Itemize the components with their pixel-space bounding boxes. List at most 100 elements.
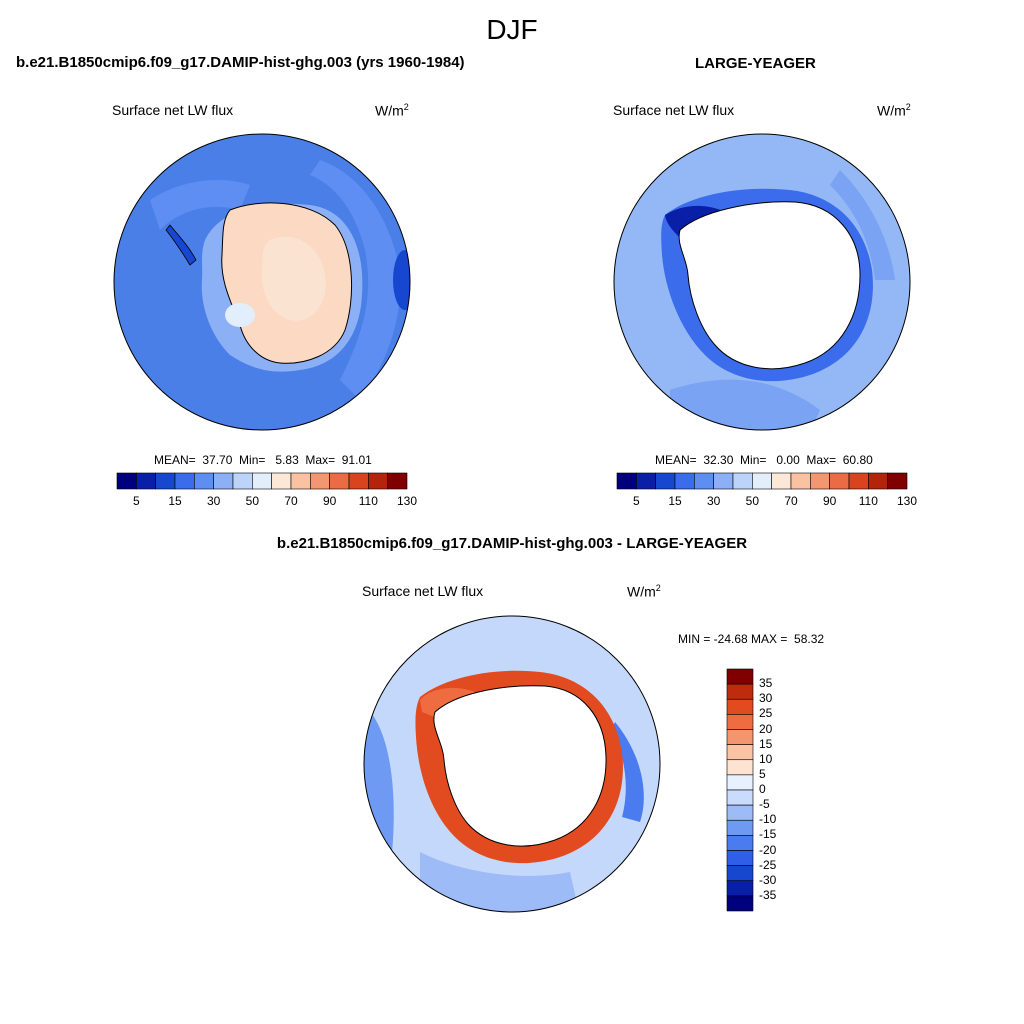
diff-colorbar-tick-label: -10 — [759, 812, 777, 827]
obs-colorbar-swatch — [810, 472, 830, 490]
diff-colorbar-tick-label: -5 — [759, 797, 770, 812]
obs-colorbar-swatch — [674, 472, 695, 490]
diff-antarctica — [433, 685, 607, 847]
model-colorbar-tick-label: 110 — [358, 494, 378, 508]
obs-antarctica — [678, 201, 861, 370]
obs-colorbar-swatch — [655, 472, 676, 490]
obs-colorbar-swatch — [713, 472, 734, 490]
panel-model-colorbar — [116, 472, 408, 490]
obs-ocean-band-east — [830, 170, 895, 280]
obs-colorbar-tick-label: 5 — [632, 494, 640, 508]
diff-colorbar-swatch — [726, 804, 754, 821]
model-colorbar-swatch — [174, 472, 195, 490]
model-colorbar-swatch — [136, 472, 156, 490]
diff-colorbar-swatch — [726, 774, 754, 791]
model-colorbar-swatch — [368, 472, 388, 490]
obs-colorbar-swatch — [790, 472, 811, 490]
diff-colorbar-swatch — [726, 759, 754, 776]
model-ocean-band-east — [310, 160, 401, 400]
diff-colorbar-tick-label: -15 — [759, 827, 777, 842]
diff-colorbar-swatch — [726, 744, 754, 761]
diff-colorbar-swatch — [726, 668, 754, 685]
obs-colorbar-tick-label: 130 — [896, 494, 918, 508]
model-ocean-low-east — [393, 250, 410, 310]
model-peninsula — [165, 224, 197, 266]
model-ocean-band-north — [150, 180, 250, 230]
diff-colorbar-swatch — [726, 819, 754, 836]
obs-colorbar-tick-label: 90 — [822, 494, 837, 508]
panel-obs-stats: MEAN= 32.30 Min= 0.00 Max= 60.80 — [655, 453, 873, 467]
model-ross-region — [225, 303, 255, 327]
obs-colorbar-swatch — [636, 472, 656, 490]
diff-colorbar-tick-label: 5 — [759, 766, 766, 781]
model-colorbar-tick-label: 50 — [245, 494, 259, 508]
model-colorbar-swatch — [271, 472, 292, 490]
obs-colorbar-swatch — [752, 472, 772, 490]
panel-diff-map-outline — [363, 615, 661, 913]
panel-obs-map-outline — [613, 133, 911, 431]
panel-diff-map — [363, 615, 661, 913]
model-colorbar-swatch — [310, 472, 330, 490]
obs-colorbar-swatch — [848, 472, 869, 490]
obs-colorbar-tick-label: 15 — [668, 494, 682, 508]
diff-colorbar-tick-label: 20 — [759, 721, 773, 736]
obs-colorbar-swatch — [887, 472, 908, 490]
model-colorbar-tick-label: 70 — [284, 494, 298, 508]
diff-ocean-low-south — [420, 852, 580, 912]
model-colorbar-tick-label: 130 — [396, 494, 418, 508]
diff-colorbar-swatch — [726, 865, 754, 882]
diff-colorbar-swatch — [726, 895, 754, 912]
diff-colorbar-tick-label: 35 — [759, 676, 773, 691]
panel-obs-map — [613, 133, 911, 431]
panel-diff-title: b.e21.B1850cmip6.f09_g17.DAMIP-hist-ghg.… — [276, 535, 748, 552]
panel-diff-stats: MIN = -24.68 MAX = 58.32 — [678, 632, 825, 646]
diff-colorbar-swatch — [726, 880, 754, 897]
diff-colorbar-tick-label: 15 — [759, 736, 773, 751]
panel-obs-variable: Surface net LW flux — [613, 102, 735, 118]
model-colorbar-swatch — [232, 472, 253, 490]
model-colorbar-swatch — [290, 472, 311, 490]
model-colorbar-swatch — [387, 472, 408, 490]
diff-colorbar-swatch — [726, 698, 754, 715]
diff-colorbar-tick-label: 10 — [759, 751, 773, 766]
model-colorbar-swatch — [116, 472, 137, 490]
diff-colorbar-tick-label: 0 — [759, 782, 766, 796]
panel-model-map-outline — [113, 133, 411, 431]
obs-colorbar-tick-label: 70 — [784, 494, 798, 508]
obs-colorbar-swatch — [829, 472, 850, 490]
obs-colorbar-tick-label: 30 — [706, 494, 721, 508]
model-colorbar-swatch — [329, 472, 350, 490]
model-colorbar-swatch — [194, 472, 214, 490]
model-colorbar-tick-label: 5 — [132, 494, 140, 508]
obs-colorbar-tick-label: 110 — [858, 494, 878, 508]
model-colorbar-swatch — [155, 472, 176, 490]
panel-obs-units: W/m2 — [877, 102, 911, 119]
diff-colorbar-tick-label: -30 — [759, 872, 777, 887]
panel-obs-title: LARGE-YEAGER — [695, 55, 816, 72]
obs-colorbar-swatch — [732, 472, 753, 490]
obs-colorbar-swatch — [868, 472, 888, 490]
figure-title: DJF — [486, 14, 538, 45]
diff-colorbar-swatch — [726, 835, 754, 851]
obs-colorbar-swatch — [616, 472, 637, 490]
panel-diff-units: W/m2 — [627, 583, 661, 600]
diff-colorbar-tick-label: 30 — [759, 691, 773, 706]
panel-obs-colorbar — [616, 472, 908, 490]
diff-colorbar-tick-label: -25 — [759, 857, 777, 872]
panel-diff-colorbar — [726, 668, 754, 912]
model-colorbar-tick-label: 90 — [322, 494, 337, 508]
panel-model-title: b.e21.B1850cmip6.f09_g17.DAMIP-hist-ghg.… — [16, 54, 465, 71]
model-antarctica-interior — [261, 236, 326, 321]
model-colorbar-tick-label: 30 — [206, 494, 221, 508]
diff-colorbar-tick-label: 25 — [759, 706, 773, 721]
obs-colorbar-swatch — [771, 472, 792, 490]
model-colorbar-swatch — [348, 472, 369, 490]
diff-colorbar-swatch — [726, 789, 754, 806]
diff-colorbar-tick-label: -20 — [759, 842, 777, 857]
panel-model-stats: MEAN= 37.70 Min= 5.83 Max= 91.01 — [154, 453, 372, 467]
diff-colorbar-swatch — [726, 729, 754, 745]
model-colorbar-swatch — [213, 472, 234, 490]
obs-colorbar-tick-label: 50 — [745, 494, 759, 508]
model-colorbar-swatch — [252, 472, 272, 490]
panel-model-variable: Surface net LW flux — [112, 102, 234, 118]
